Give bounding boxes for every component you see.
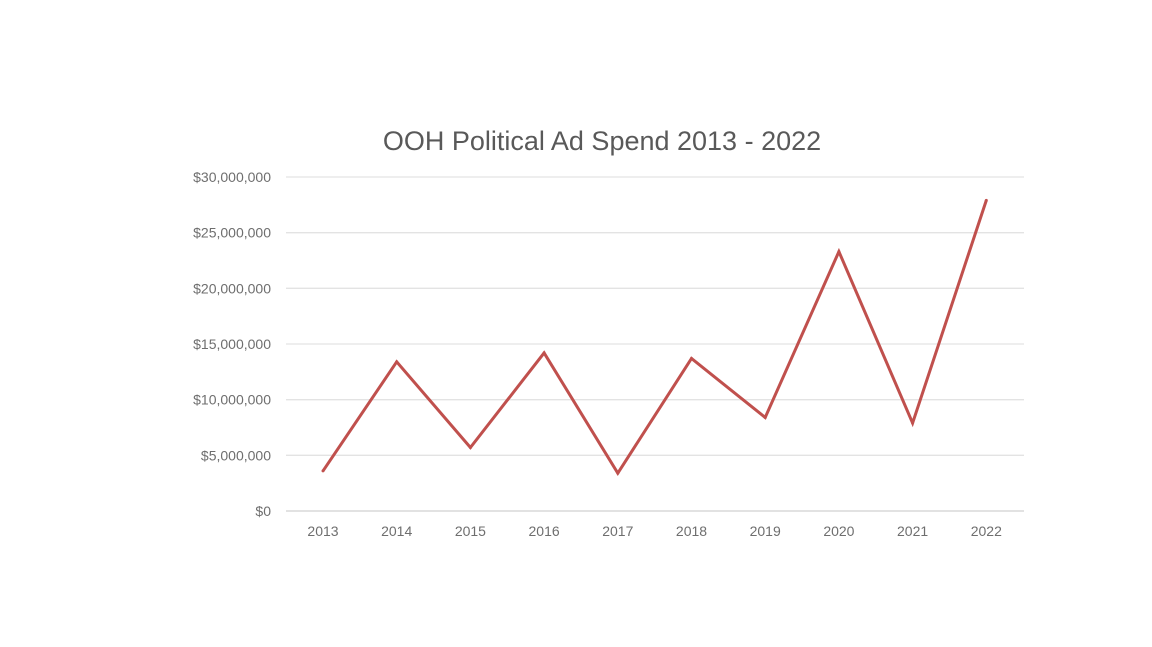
y-tick-label: $5,000,000 <box>201 447 271 463</box>
data-point <box>616 471 620 475</box>
data-point <box>984 198 988 202</box>
y-tick-label: $25,000,000 <box>193 225 271 241</box>
data-line <box>321 199 988 476</box>
data-point <box>468 446 472 450</box>
y-tick-label: $0 <box>255 503 271 519</box>
data-point <box>690 356 693 360</box>
y-tick-label: $10,000,000 <box>193 392 271 408</box>
data-point <box>763 415 767 419</box>
data-point <box>395 360 399 364</box>
x-tick-label: 2020 <box>823 523 854 539</box>
x-tick-label: 2015 <box>455 523 486 539</box>
data-point <box>542 351 546 355</box>
x-tick-label: 2021 <box>897 523 928 539</box>
x-tick-label: 2014 <box>381 523 412 539</box>
x-tick-label: 2022 <box>971 523 1002 539</box>
x-tick-label: 2016 <box>529 523 560 539</box>
data-point <box>321 469 325 473</box>
data-point <box>911 421 915 425</box>
x-tick-label: 2013 <box>307 523 338 539</box>
x-tick-label: 2019 <box>750 523 781 539</box>
y-tick-label: $20,000,000 <box>193 280 271 296</box>
y-tick-label: $30,000,000 <box>193 169 271 185</box>
data-point <box>837 250 841 254</box>
y-tick-label: $15,000,000 <box>193 336 271 352</box>
x-tick-label: 2018 <box>676 523 707 539</box>
chart-title: OOH Political Ad Spend 2013 - 2022 <box>382 126 822 156</box>
x-tick-label: 2017 <box>602 523 633 539</box>
